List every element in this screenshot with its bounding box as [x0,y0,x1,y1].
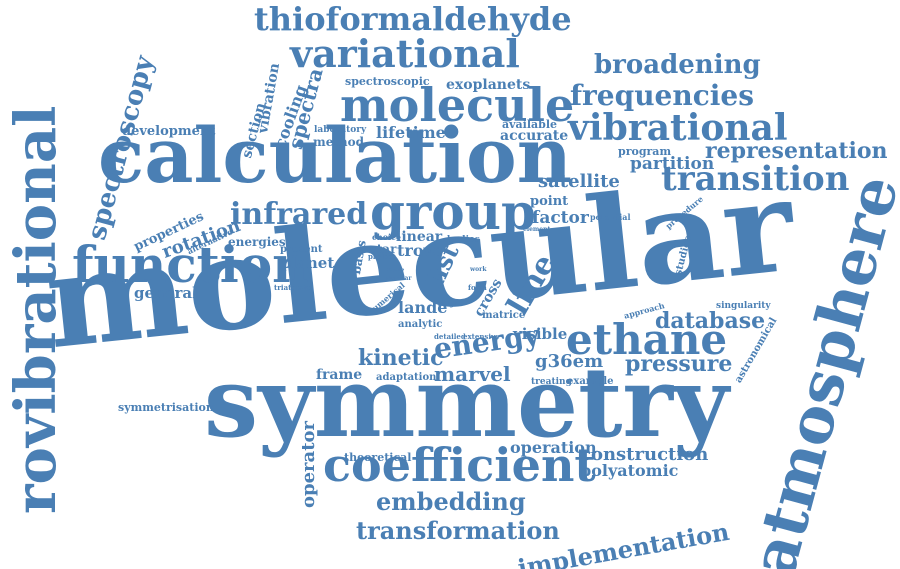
word-embedding: embedding [376,487,526,516]
word-infrared: infrared [230,197,368,232]
word-ethane: ethane [566,315,728,364]
word-analytic: analytic [398,319,443,330]
word-group: group [370,182,536,241]
word-satellite: satellite [538,171,620,192]
word-calculation: calculation [98,111,572,200]
word-work: work [470,266,487,273]
word-choice: choice [372,232,402,242]
word-function: function [72,235,309,294]
word-general: general [134,284,198,302]
word-factor: factor [532,208,589,228]
word-frequencies: frequencies [570,79,754,112]
word-vibrational: vibrational [568,107,788,149]
word-lande: landé [398,298,448,317]
word-singularity: singularity [716,301,771,311]
word-extensive: extensive [463,332,500,341]
word-point: point [530,194,569,209]
word-treating: treating [531,377,572,387]
word-thioformaldehyde: thioformaldehyde [254,0,572,38]
word-visible: visible [513,325,568,343]
word-transformation: transformation [356,516,560,545]
word-lifetime: lifetime [376,123,446,142]
word-adaptation: adaptation [376,372,437,383]
word-symmetrisation: symmetrisation [118,401,214,414]
word-energies: energies [228,235,286,249]
word-trove: trove [397,241,443,260]
word-transition: transition [661,159,850,199]
word-coefficient: coefficient [323,438,596,492]
word-form: form [468,283,487,292]
word-partition: partition [630,154,715,174]
word-construction: construction [580,444,709,465]
word-variational: variational [290,31,520,76]
word-bodies: bodies [447,235,480,245]
word-operation: operation [510,438,597,457]
word-spectroscopic: spectroscopic [345,75,430,88]
word-linear: linear [396,229,443,245]
word-accurate: accurate [500,128,569,144]
word-representation: representation [705,138,888,164]
word-planet: planet [281,254,335,272]
word-element: element [523,226,551,233]
word-kinetic: kinetic [358,345,444,371]
word-dipole: dipole [387,267,405,273]
word-pressure: pressure [625,351,733,377]
word-matrice: matrice [482,310,526,321]
word-method: method [313,135,364,149]
word-frame: frame [316,367,363,383]
word-nuclear: nuclear [386,275,412,282]
word-broadening: broadening [594,50,761,80]
word-example: example [567,376,614,387]
word-operator: operator [298,421,319,508]
word-range: range [438,301,458,308]
word-database: database [655,308,766,334]
word-project: project [368,252,396,261]
word-program: program [618,145,672,158]
word-g36em: g36em [535,351,604,372]
word-marvel: marvel [434,362,511,386]
word-development: development [122,124,216,139]
word-rovibrational: rovibrational [3,105,69,514]
word-symmetry: symmetry [204,346,729,459]
word-present: present [280,244,323,255]
word-detailed: detailed [434,332,466,341]
word-available: available [502,118,557,131]
word-polyatomic: polyatomic [580,461,679,480]
word-exoplanets: exoplanets [446,77,531,93]
word-star: star [370,242,397,256]
word-triatomic: triatomic [274,283,311,292]
word-theoretical: theoretical [344,451,412,464]
word-potential: potential [590,212,631,222]
word-laboratory: laboratory [314,125,367,135]
word-molecule: molecule [340,78,575,132]
